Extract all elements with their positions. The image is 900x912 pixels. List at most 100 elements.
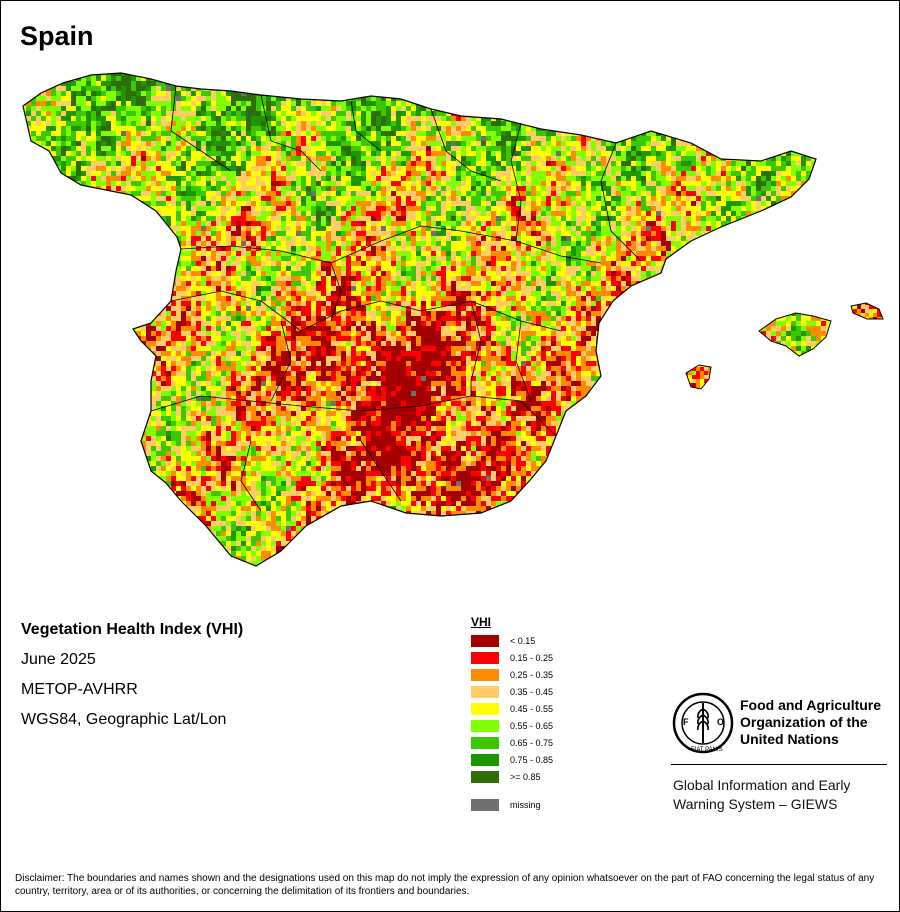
raster-cell [551, 186, 557, 192]
raster-cell [281, 151, 287, 157]
raster-cell [156, 91, 162, 97]
raster-cell [391, 181, 397, 187]
raster-cell [41, 226, 47, 232]
raster-cell [646, 156, 652, 162]
raster-cell [676, 121, 682, 127]
raster-cell [241, 191, 247, 197]
raster-cell [431, 116, 437, 122]
raster-cell [221, 116, 227, 122]
raster-cell [651, 76, 657, 82]
raster-cell [121, 156, 127, 162]
raster-cell [481, 176, 487, 182]
raster-cell [486, 116, 492, 122]
raster-cell [301, 161, 307, 167]
raster-cell [271, 181, 277, 187]
raster-cell [121, 111, 127, 117]
raster-cell [496, 156, 502, 162]
raster-cell [516, 81, 522, 87]
raster-cell [761, 161, 767, 167]
raster-cell [586, 181, 592, 187]
raster-cell [91, 86, 97, 92]
raster-cell [716, 106, 722, 112]
raster-cell [731, 131, 737, 137]
raster-cell [56, 156, 62, 162]
raster-cell [366, 191, 372, 197]
raster-cell [206, 86, 212, 92]
raster-cell [751, 196, 757, 202]
raster-cell [431, 166, 437, 172]
raster-cell [796, 196, 802, 202]
raster-cell [116, 216, 122, 222]
raster-cell [516, 181, 522, 187]
raster-cell [71, 101, 77, 107]
raster-cell [131, 166, 137, 172]
raster-cell [216, 81, 222, 87]
raster-cell [231, 151, 237, 157]
raster-cell [356, 216, 362, 222]
raster-cell [466, 141, 472, 147]
raster-cell [566, 181, 572, 187]
raster-cell [491, 191, 497, 197]
raster-cell [491, 121, 497, 127]
raster-cell [641, 86, 647, 92]
raster-cell [351, 106, 357, 112]
raster-cell [581, 186, 587, 192]
raster-cell [631, 221, 637, 227]
raster-cell [741, 186, 747, 192]
raster-cell [481, 161, 487, 167]
raster-cell [306, 161, 312, 167]
raster-cell [781, 111, 787, 117]
raster-cell [176, 201, 182, 207]
raster-cell [301, 81, 307, 87]
raster-cell [66, 121, 72, 127]
raster-cell [451, 73, 457, 77]
raster-cell [506, 111, 512, 117]
raster-cell [311, 146, 317, 152]
raster-cell [756, 181, 762, 187]
raster-cell [491, 196, 497, 202]
raster-cell [226, 181, 232, 187]
raster-cell [566, 116, 572, 122]
raster-cell [701, 151, 707, 157]
raster-cell [381, 221, 387, 227]
raster-cell [376, 171, 382, 177]
raster-cell [376, 176, 382, 182]
raster-cell [176, 141, 182, 147]
raster-cell [676, 156, 682, 162]
raster-cell [86, 141, 92, 147]
raster-cell [756, 166, 762, 172]
raster-cell [791, 186, 797, 192]
raster-cell [131, 76, 137, 82]
raster-cell [161, 81, 167, 87]
raster-cell [176, 186, 182, 192]
raster-cell [216, 196, 222, 202]
raster-cell [656, 141, 662, 147]
raster-cell [591, 201, 597, 207]
raster-cell [771, 166, 777, 172]
raster-cell [406, 211, 412, 217]
raster-cell [591, 116, 597, 122]
raster-cell [206, 106, 212, 112]
raster-cell [271, 81, 277, 87]
raster-cell [151, 121, 157, 127]
raster-cell [201, 106, 207, 112]
raster-cell [291, 196, 297, 202]
raster-cell [626, 186, 632, 192]
raster-cell [551, 176, 557, 182]
raster-cell [786, 73, 792, 77]
raster-cell [96, 86, 102, 92]
raster-cell [316, 181, 322, 187]
raster-cell [531, 161, 537, 167]
raster-cell [501, 106, 507, 112]
raster-cell [316, 116, 322, 122]
raster-cell [711, 111, 717, 117]
raster-cell [481, 126, 487, 132]
raster-cell [466, 161, 472, 167]
raster-cell [691, 126, 697, 132]
raster-cell [546, 201, 552, 207]
raster-cell [581, 176, 587, 182]
raster-cell [371, 201, 377, 207]
raster-cell [651, 176, 657, 182]
raster-cell [686, 91, 692, 97]
raster-cell [106, 151, 112, 157]
